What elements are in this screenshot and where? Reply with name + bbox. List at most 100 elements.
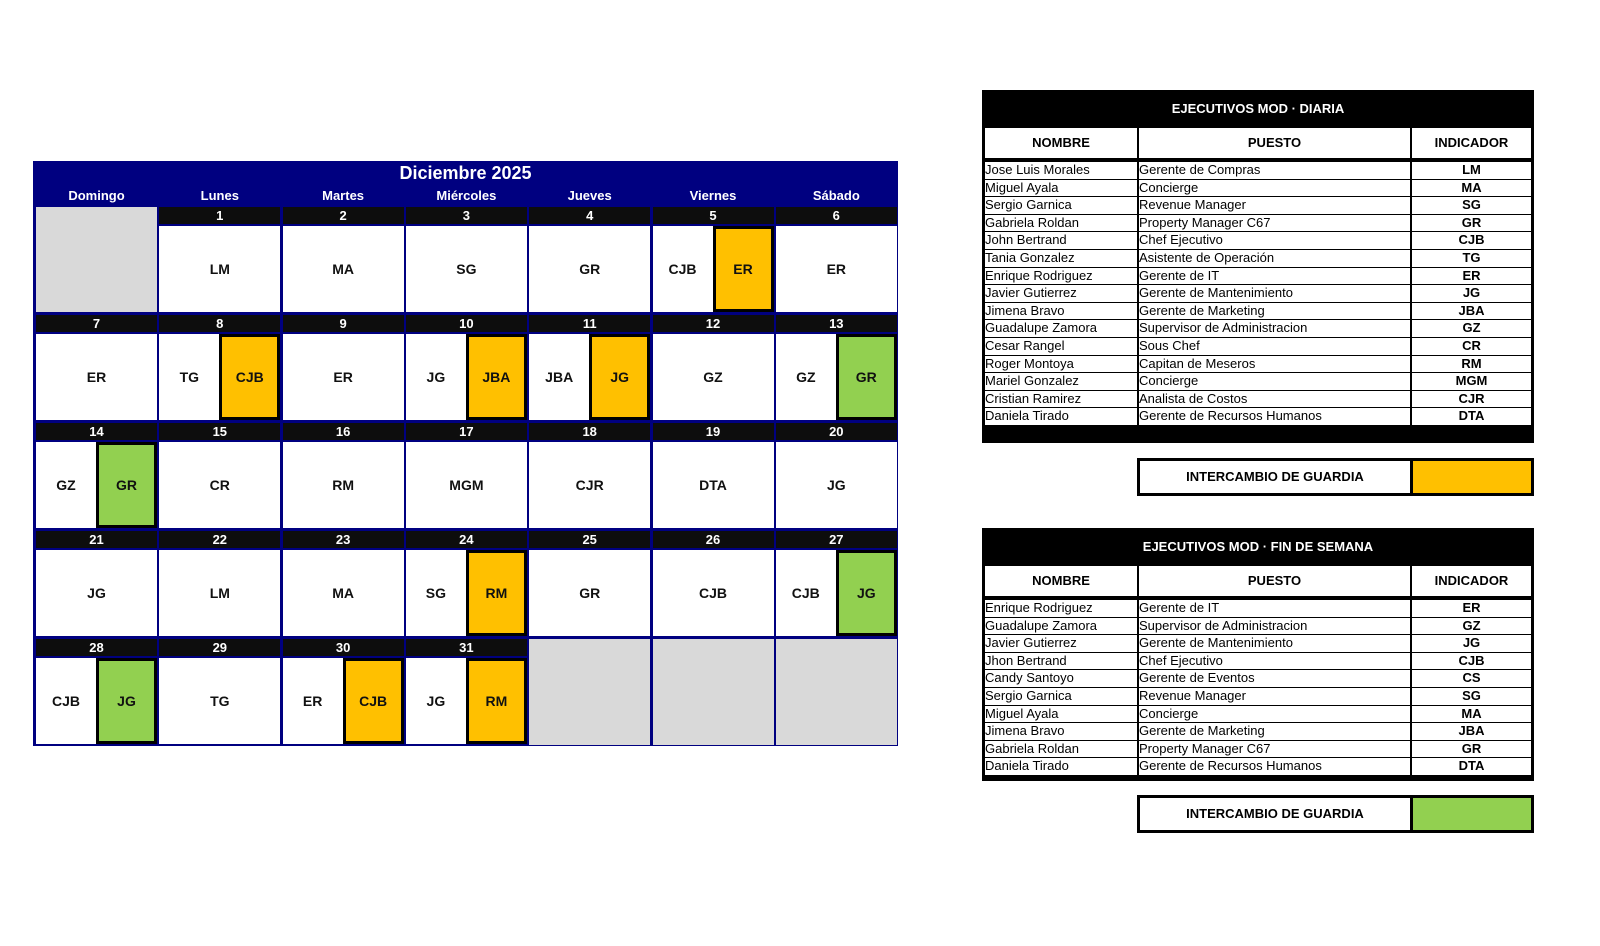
table-row: Cristian Ramirez Analista de Costos CJR (982, 390, 1534, 408)
position-cell: Gerente de Marketing (1139, 723, 1410, 740)
day-name-header: Domingo (68, 188, 125, 203)
day-name-header: Martes (322, 188, 365, 203)
day-cell[interactable]: TG CJB (159, 334, 281, 420)
indicator-cell: GR (1412, 214, 1531, 232)
day-cell[interactable]: CJR (529, 442, 651, 528)
assigned-executive: TG (179, 369, 200, 385)
day-cell[interactable]: GR (529, 550, 651, 636)
name-cell: Jimena Bravo (985, 723, 1137, 740)
position-cell: Chef Ejecutivo (1139, 232, 1410, 249)
day-cell[interactable]: MA (282, 550, 404, 636)
day-number: 29 (159, 639, 281, 656)
name-cell: Sergio Garnica (985, 687, 1137, 705)
assigned-executive: LM (209, 261, 230, 277)
position-cell: Analista de Costos (1139, 390, 1410, 408)
day-cell[interactable]: ER (775, 226, 897, 312)
table-row: Roger Montoya Capitan de Meseros RM (982, 355, 1534, 373)
empty-day-cell (36, 207, 157, 312)
table-row: Cesar Rangel Sous Chef CR (982, 337, 1534, 355)
day-cell[interactable]: RM (282, 442, 404, 528)
day-cell[interactable]: CJB JG (775, 550, 897, 636)
day-cell[interactable]: GR (529, 226, 651, 312)
day-cell[interactable]: JG (775, 442, 897, 528)
table-row: John Bertrand Chef Ejecutivo CJB (982, 232, 1534, 249)
day-number: 1 (159, 207, 281, 224)
day-name-header: Jueves (567, 188, 612, 203)
day-cell[interactable]: DTA (652, 442, 774, 528)
daily-executives-table: EJECUTIVOS MOD · DIARIA NOMBRE PUESTO INDI… (982, 90, 1534, 443)
position-cell: Gerente de Compras (1139, 162, 1410, 179)
day-cell[interactable]: LM (159, 550, 281, 636)
day-number: 16 (282, 423, 404, 440)
day-cell[interactable]: CJB ER (652, 226, 774, 312)
table-row: Candy Santoyo Gerente de Eventos CS (982, 670, 1534, 687)
indicator-cell: JG (1412, 285, 1531, 302)
swap-legend-label: INTERCAMBIO DE GUARDIA (1140, 461, 1410, 493)
day-number: 8 (159, 315, 281, 332)
day-cell[interactable]: MGM (405, 442, 527, 528)
day-cell[interactable]: JG RM (405, 658, 527, 744)
column-header: NOMBRE (985, 128, 1137, 158)
indicator-cell: JBA (1412, 723, 1531, 740)
swap-executive: CJB (342, 658, 404, 744)
day-number: 6 (775, 207, 897, 224)
day-cell[interactable]: JG JBA (405, 334, 527, 420)
day-number: 9 (282, 315, 404, 332)
table-title: EJECUTIVOS MOD · FIN DE SEMANA (1142, 539, 1374, 554)
table-row: Enrique Rodriguez Gerente de IT ER (982, 267, 1534, 285)
table-row: Gabriela Roldan Property Manager C67 GR (982, 214, 1534, 232)
day-cell[interactable]: GZ GR (36, 442, 157, 528)
day-cell[interactable]: CJB (652, 550, 774, 636)
day-number: 30 (282, 639, 404, 656)
day-name-header: Sábado (812, 188, 860, 203)
day-number: 22 (159, 531, 281, 548)
indicator-cell: ER (1412, 600, 1531, 617)
indicator-cell: MA (1412, 179, 1531, 197)
day-cell[interactable]: ER (282, 334, 404, 420)
swap-executive: RM (465, 550, 527, 636)
position-cell: Supervisor de Administracion (1139, 320, 1410, 337)
table-row: Sergio Garnica Revenue Manager SG (982, 687, 1534, 705)
day-cell[interactable]: MA (282, 226, 404, 312)
table-row: Jimena Bravo Gerente de Marketing JBA (982, 723, 1534, 740)
day-cell[interactable]: JBA JG (529, 334, 651, 420)
weekend-executives-table: EJECUTIVOS MOD · FIN DE SEMANA NOMBRE PUE… (982, 528, 1534, 781)
indicator-cell: CJB (1412, 652, 1531, 670)
indicator-cell: CJB (1412, 232, 1531, 249)
position-cell: Concierge (1139, 705, 1410, 723)
day-cell[interactable]: GZ GR (775, 334, 897, 420)
indicator-cell: DTA (1412, 408, 1531, 425)
day-cell[interactable]: GZ (652, 334, 774, 420)
day-cell[interactable]: SG RM (405, 550, 527, 636)
name-cell: Daniela Tirado (985, 758, 1137, 775)
day-number: 23 (282, 531, 404, 548)
assigned-executive: SG (425, 585, 446, 601)
name-cell: Jimena Bravo (985, 302, 1137, 320)
indicator-cell: ER (1412, 267, 1531, 285)
assigned-executive: JG (826, 477, 846, 493)
indicator-cell: JBA (1412, 302, 1531, 320)
assigned-executive: MA (332, 261, 354, 277)
day-number: 10 (405, 315, 527, 332)
table-row: Jose Luis Morales Gerente de Compras LM (982, 162, 1534, 179)
table-row: Jimena Bravo Gerente de Marketing JBA (982, 302, 1534, 320)
day-cell[interactable]: CR (159, 442, 281, 528)
day-cell[interactable]: CJB JG (36, 658, 157, 744)
indicator-cell: GZ (1412, 320, 1531, 337)
header-spacer (982, 596, 1534, 599)
assigned-executive: JG (87, 585, 106, 601)
name-cell: Enrique Rodriguez (985, 267, 1137, 285)
day-cell[interactable]: LM (159, 226, 281, 312)
day-cell[interactable]: ER (36, 334, 157, 420)
indicator-cell: SG (1412, 197, 1531, 214)
day-cell[interactable]: ER CJB (282, 658, 404, 744)
name-cell: Gabriela Roldan (985, 740, 1137, 758)
indicator-cell: GZ (1412, 617, 1531, 635)
day-number: 18 (529, 423, 651, 440)
header-spacer (982, 158, 1534, 161)
position-cell: Gerente de Mantenimiento (1139, 635, 1410, 652)
day-cell[interactable]: JG (36, 550, 157, 636)
day-cell[interactable]: SG (405, 226, 527, 312)
calendar: Diciembre 2025 Domingo Lunes Martes Miércol… (33, 161, 898, 746)
day-cell[interactable]: TG (159, 658, 281, 744)
